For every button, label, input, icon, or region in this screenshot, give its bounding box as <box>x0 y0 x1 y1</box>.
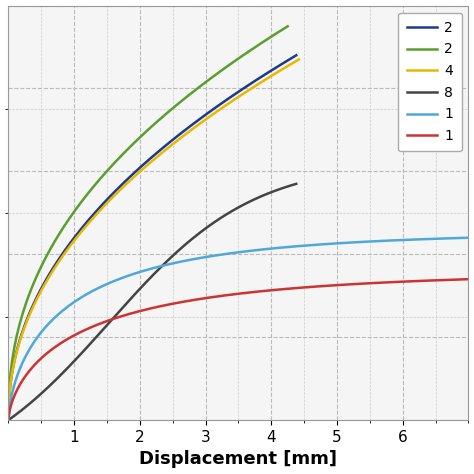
1 <box>465 276 471 282</box>
2 <box>213 104 219 110</box>
1 <box>6 417 11 423</box>
1 <box>337 282 343 288</box>
4 <box>188 127 194 133</box>
4 <box>217 107 222 112</box>
2 <box>215 103 220 109</box>
8 <box>40 389 46 395</box>
4 <box>100 204 106 210</box>
2 <box>97 177 102 182</box>
4 <box>215 108 221 114</box>
2 <box>99 202 105 208</box>
1 <box>337 240 343 246</box>
1 <box>155 304 161 310</box>
8 <box>293 181 299 187</box>
8 <box>99 328 105 333</box>
1 <box>6 417 11 423</box>
2 <box>116 155 122 161</box>
1 <box>61 307 66 313</box>
8 <box>6 417 11 423</box>
4 <box>120 184 126 190</box>
8 <box>215 217 220 223</box>
2 <box>40 283 46 288</box>
2 <box>6 417 11 423</box>
1 <box>465 235 471 241</box>
2 <box>39 262 45 268</box>
2 <box>293 53 299 58</box>
8 <box>119 305 125 311</box>
4 <box>40 284 46 290</box>
4 <box>6 417 11 423</box>
1 <box>295 243 301 249</box>
2 <box>119 181 125 187</box>
X-axis label: Displacement [mm]: Displacement [mm] <box>139 450 337 468</box>
2 <box>181 96 187 102</box>
1 <box>295 285 301 291</box>
1 <box>188 298 193 303</box>
Line: 4: 4 <box>9 59 299 420</box>
Line: 8: 8 <box>9 184 296 420</box>
Line: 1: 1 <box>9 279 468 420</box>
1 <box>340 240 346 246</box>
8 <box>187 238 192 244</box>
Line: 2: 2 <box>9 26 288 420</box>
1 <box>61 338 66 344</box>
2 <box>207 76 213 82</box>
1 <box>188 257 193 263</box>
2 <box>209 75 214 81</box>
4 <box>296 56 302 62</box>
2 <box>285 23 291 29</box>
8 <box>213 218 219 224</box>
Line: 1: 1 <box>9 238 468 420</box>
1 <box>155 264 161 270</box>
Legend: 2, 2, 4, 8, 1, 1: 2, 2, 4, 8, 1, 1 <box>399 12 462 151</box>
Line: 2: 2 <box>9 55 296 420</box>
2 <box>187 124 192 129</box>
1 <box>340 282 346 288</box>
2 <box>6 417 11 423</box>
